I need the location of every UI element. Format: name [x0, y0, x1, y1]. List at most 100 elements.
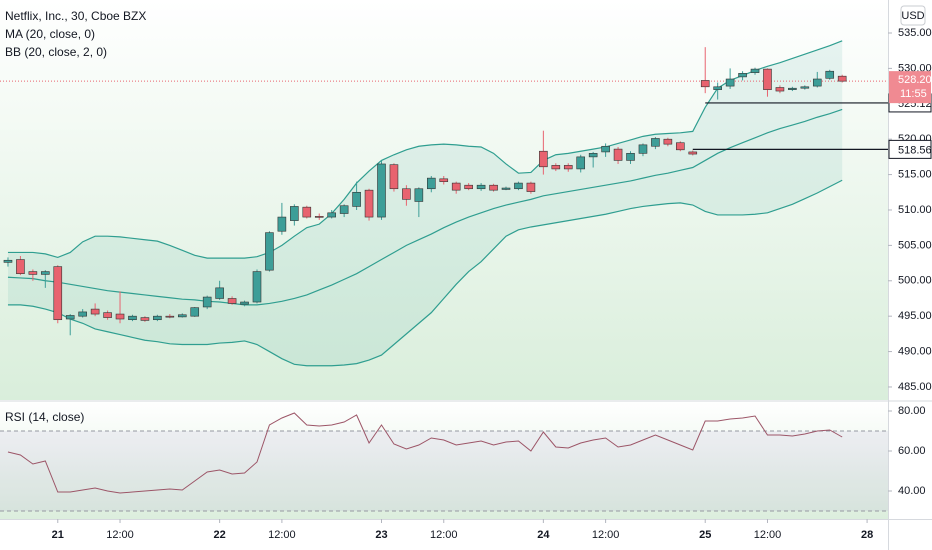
candle-body: [202, 296, 212, 308]
price-line-label: 518.56: [898, 144, 932, 156]
x-tick-label: 23: [375, 529, 387, 541]
candle-body: [265, 232, 274, 271]
bb-lower: [7, 179, 843, 367]
main-pane: [0, 0, 888, 400]
candle-body: [140, 317, 150, 321]
rsi-line: [7, 412, 843, 494]
candle-body: [65, 315, 75, 320]
candle-body: [514, 182, 523, 190]
candle-body: [788, 87, 797, 90]
x-tick-label: 12:00: [754, 529, 782, 541]
candle-body: [825, 70, 835, 79]
candle-body: [464, 184, 473, 190]
candle-body: [53, 266, 63, 321]
candle-body: [252, 271, 262, 303]
last-price-box: [889, 71, 931, 104]
y-tick-label: 485.00: [898, 381, 932, 393]
candle-body: [402, 188, 411, 200]
candle-body: [601, 145, 610, 153]
candle-body: [725, 78, 735, 87]
currency[interactable]: USD: [901, 10, 924, 22]
candle-body: [389, 164, 399, 190]
x-tick-label: 24: [537, 529, 550, 541]
candle-body: [451, 182, 461, 191]
y-tick-label: 515.00: [898, 168, 932, 180]
x-tick-label: 12:00: [592, 529, 620, 541]
candle-body: [364, 189, 374, 218]
candle-body: [676, 142, 685, 151]
candle-body: [115, 313, 125, 320]
candle-body: [427, 177, 436, 190]
bb-upper: [7, 40, 843, 259]
y-tick-label: 495.00: [898, 310, 932, 322]
candle-body: [638, 144, 648, 154]
candle-body: [177, 314, 187, 318]
candle-body: [763, 68, 772, 90]
candle-body: [314, 216, 324, 218]
price-line-box: [888, 139, 932, 159]
candle-body: [78, 311, 87, 317]
x-tick-label: 25: [699, 529, 711, 541]
candle-body: [526, 182, 536, 192]
candle-body: [103, 312, 112, 318]
candle-body: [775, 87, 785, 92]
y-tick-label: 500.00: [898, 275, 932, 287]
x-tick-label: 12:00: [106, 529, 134, 541]
candle-body: [539, 150, 548, 168]
rsi-y-tick-label: 80.00: [898, 405, 926, 417]
candle-body: [800, 86, 810, 89]
candle-body: [738, 73, 747, 78]
candle-body: [663, 138, 673, 145]
candle-body: [3, 259, 13, 263]
candle-body: [588, 153, 598, 158]
candle-body: [439, 178, 449, 182]
candle-body: [327, 212, 336, 218]
x-tick-label: 12:00: [268, 529, 296, 541]
rsi-y-tick-label: 60.00: [898, 445, 926, 457]
candle-body: [837, 75, 847, 82]
x-tick-label: 28: [861, 529, 873, 541]
candle-body: [812, 78, 822, 87]
rsi-y-tick-label: 40.00: [898, 485, 926, 497]
candle-body: [688, 151, 698, 155]
y-tick-label: 490.00: [898, 345, 932, 357]
candle-body: [501, 187, 511, 190]
candle-body: [489, 184, 498, 191]
last-price-countdown: 11:55: [900, 88, 927, 100]
symbol-title: Netflix, Inc., 30, Cboe BZX: [5, 9, 146, 23]
candle-body: [713, 86, 722, 90]
candle-body: [626, 153, 635, 161]
rsi-pane: [0, 402, 888, 519]
candle-body: [476, 184, 486, 190]
x-tick-label: 21: [52, 529, 64, 541]
band-fill: [7, 40, 843, 366]
y-tick-label: 535.00: [898, 27, 932, 39]
x-tick-label: 12:00: [430, 529, 458, 541]
candle-body: [227, 298, 237, 304]
candle-body: [240, 301, 249, 305]
candle-body: [563, 165, 573, 170]
candle-body: [339, 205, 349, 214]
y-tick-label: 510.00: [898, 204, 932, 216]
candle-body: [414, 188, 424, 202]
rsi-band-fill: [0, 431, 888, 511]
candle-body: [90, 308, 100, 315]
candle-body: [215, 287, 224, 299]
ma-legend: MA (20, close, 0): [5, 27, 95, 41]
candle-body: [700, 80, 710, 88]
candle-body: [277, 216, 287, 232]
candle-body: [290, 206, 299, 221]
candle-body: [16, 259, 25, 274]
candle-body: [190, 307, 200, 317]
candle-body: [302, 206, 312, 218]
x-tick-label: 22: [214, 529, 226, 541]
candle-body: [41, 271, 50, 275]
candle-body: [28, 271, 38, 275]
currency-box[interactable]: [900, 5, 926, 26]
candle-body: [352, 191, 361, 207]
candle-body: [165, 315, 175, 318]
candle-body: [576, 156, 586, 170]
last-price-label: 528.20: [898, 74, 932, 86]
